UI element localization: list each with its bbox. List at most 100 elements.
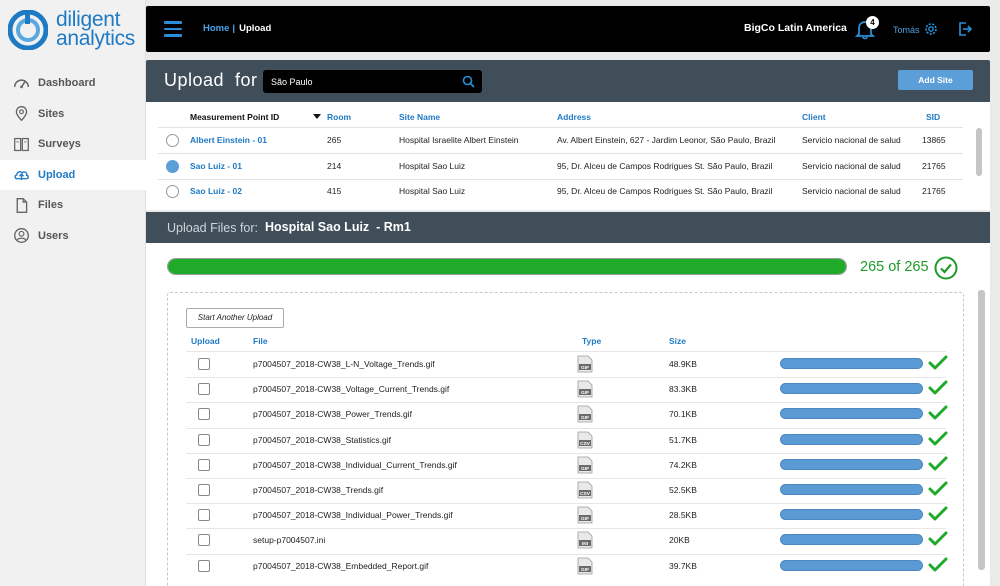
file-type-ini-icon: INI — [577, 531, 593, 549]
file-row[interactable]: p7004507_2018-CW38_Power_Trends.gif GIF 70… — [146, 402, 966, 427]
menu-icon[interactable] — [164, 21, 182, 37]
divider — [158, 153, 963, 154]
overall-progress-bar — [167, 258, 847, 275]
row-radio[interactable] — [166, 134, 179, 147]
cell-room: 415 — [327, 186, 342, 196]
file-type-csv-icon: CSV — [577, 431, 593, 448]
cell-room: 214 — [327, 161, 342, 171]
brand-line1: diligent — [56, 8, 121, 31]
column-header-mp[interactable]: Measurement Point ID — [190, 112, 280, 122]
column-header-room[interactable]: Room — [327, 112, 352, 122]
column-header-sid[interactable]: SID — [926, 112, 941, 122]
cell-sid: 13865 — [922, 135, 946, 145]
row-radio[interactable] — [166, 185, 179, 198]
file-progress-bar — [780, 509, 923, 521]
upload-checkbox[interactable] — [198, 559, 210, 572]
file-size: 39.7KB — [669, 560, 697, 571]
upload-checkbox[interactable] — [198, 358, 210, 370]
logout-icon[interactable] — [957, 21, 973, 37]
start-another-upload-button[interactable]: Start Another Upload — [186, 308, 284, 328]
upload-checkbox[interactable] — [198, 408, 210, 421]
file-type-gif-icon: GIF — [577, 405, 593, 423]
sidebar-item-users[interactable]: Users — [0, 221, 146, 252]
surveys-icon — [12, 135, 30, 153]
dashboard-icon — [12, 74, 30, 92]
panel-scrollbar[interactable] — [978, 290, 985, 570]
table-row[interactable]: Sao Luiz - 01 214 Hospital Sao Luiz 95, … — [146, 154, 976, 178]
upload-checkbox[interactable] — [198, 534, 210, 547]
brand-logo[interactable]: diligent analytics — [8, 8, 142, 52]
file-type-label: CSV — [580, 491, 591, 497]
sidebar-item-label: Upload — [38, 168, 76, 181]
sidebar-item-surveys[interactable]: Surveys — [0, 129, 146, 160]
column-header-type[interactable]: Type — [582, 336, 602, 346]
sidebar-item-dashboard[interactable]: Dashboard — [0, 68, 146, 99]
upload-checkbox[interactable] — [198, 509, 210, 522]
file-type-csv-icon: CSV — [577, 481, 593, 499]
cell-sid: 21765 — [922, 161, 946, 171]
file-row[interactable]: p7004507_2018-CW38_Embedded_Report.gif GI… — [146, 554, 966, 579]
table-row[interactable]: Sao Luiz - 02 415 Hospital Sao Luiz 95, … — [146, 179, 976, 203]
file-type-gif-icon: GIF — [577, 557, 593, 574]
file-row[interactable]: p7004507_2018-CW38_Voltage_Current_Trend… — [146, 377, 966, 402]
divider — [158, 179, 963, 180]
divider — [186, 503, 946, 505]
cell-mp[interactable]: Sao Luiz - 01 — [190, 161, 242, 171]
checkmark-icon — [928, 557, 948, 572]
file-row[interactable]: p7004507_2018-CW38_Individual_Power_Tren… — [146, 503, 966, 528]
file-size: 51.7KB — [669, 434, 697, 445]
upload-checkbox[interactable] — [198, 484, 210, 496]
file-drop-zone[interactable] — [167, 292, 964, 586]
upload-checkbox[interactable] — [198, 383, 210, 396]
file-progress-bar — [780, 458, 923, 470]
column-header-size[interactable]: Size — [669, 336, 687, 346]
sidebar-item-files[interactable]: Files — [0, 190, 146, 221]
site-search[interactable] — [263, 70, 482, 93]
row-radio-selected[interactable] — [166, 160, 179, 173]
file-row[interactable]: setup-p7004507.ini INI 20KB — [146, 528, 966, 553]
file-row[interactable]: p7004507_2018-CW38_Trends.gif CSV 52.5KB — [146, 478, 966, 503]
search-input[interactable] — [271, 75, 451, 88]
user-name[interactable]: Tomás — [893, 25, 920, 35]
sidebar-nav: Dashboard Sites Surveys Upload Files Use… — [0, 68, 146, 251]
breadcrumb-home[interactable]: Home — [203, 23, 230, 34]
sidebar-item-label: Sites — [38, 107, 65, 120]
column-header-file[interactable]: File — [253, 336, 268, 346]
checkmark-icon — [928, 456, 948, 471]
column-header-upload: Upload — [191, 336, 220, 346]
file-row[interactable]: p7004507_2018-CW38_L-N_Voltage_Trends.gi… — [146, 352, 966, 377]
column-header-site[interactable]: Site Name — [399, 112, 441, 122]
sort-desc-icon[interactable] — [313, 114, 321, 119]
upload-files-site: Hospital Sao Luiz - Rm1 — [265, 220, 411, 234]
upload-checkbox[interactable] — [198, 458, 210, 471]
search-icon[interactable] — [462, 75, 475, 88]
table-scrollbar[interactable] — [976, 128, 982, 176]
cell-mp[interactable]: Albert Einstein - 01 — [190, 135, 267, 145]
gear-icon[interactable] — [923, 21, 939, 37]
cell-site: Hospital Sao Luiz — [399, 161, 466, 171]
organization-name[interactable]: BigCo Latin America — [744, 22, 847, 34]
column-header-address[interactable]: Address — [557, 112, 592, 122]
file-type-label: GIF — [581, 365, 589, 371]
file-progress-bar — [780, 383, 923, 395]
divider — [186, 528, 946, 530]
file-type-gif-icon: GIF — [577, 506, 593, 524]
file-size: 20KB — [669, 535, 690, 546]
sidebar-item-sites[interactable]: Sites — [0, 99, 146, 130]
table-row[interactable]: Albert Einstein - 01 265 Hospital Israel… — [146, 128, 976, 152]
column-header-client[interactable]: Client — [802, 112, 826, 122]
file-type-label: GIF — [581, 516, 589, 522]
file-row[interactable]: p7004507_2018-CW38_Individual_Current_Tr… — [146, 453, 966, 478]
upload-checkbox[interactable] — [198, 433, 210, 446]
cell-client: Servicio nacional de salud — [802, 161, 901, 171]
file-type-label: GIF — [581, 390, 589, 396]
file-row[interactable]: p7004507_2018-CW38_Statistics.gif CSV 51.7… — [146, 428, 966, 453]
user-icon — [12, 227, 30, 245]
cell-mp[interactable]: Sao Luiz - 02 — [190, 186, 242, 196]
file-type-gif-icon: GIF — [577, 355, 593, 373]
sidebar-item-upload[interactable]: Upload — [0, 159, 146, 190]
sidebar-item-label: Users — [38, 229, 69, 242]
file-size: 74.2KB — [669, 459, 697, 470]
file-progress-bar — [780, 408, 923, 420]
add-site-button[interactable]: Add Site — [898, 70, 973, 90]
